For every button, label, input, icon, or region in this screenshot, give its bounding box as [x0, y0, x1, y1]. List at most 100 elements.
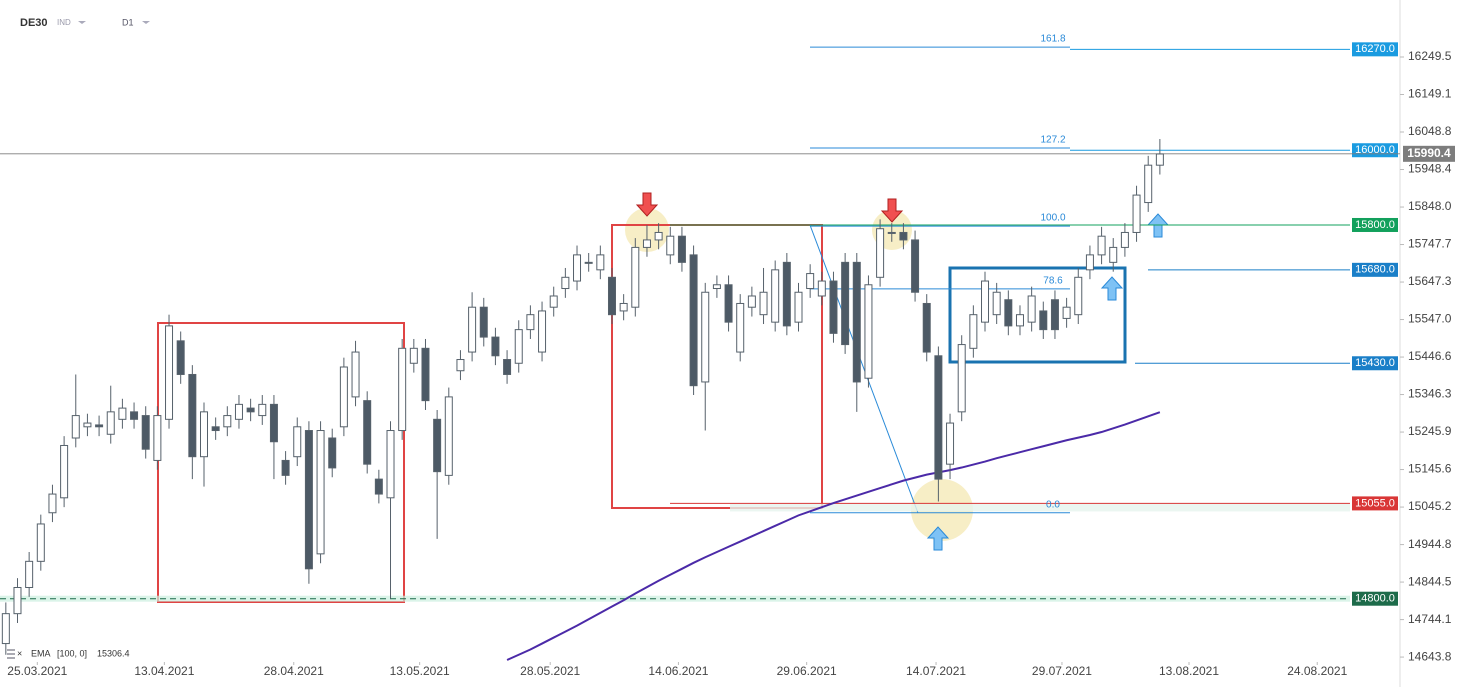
candle-body: [782, 261, 791, 327]
candle-body: [794, 291, 803, 323]
ema-line: [506, 411, 1161, 661]
level-tag: [1352, 591, 1398, 606]
candle-body: [433, 418, 442, 473]
candle-body: [1085, 254, 1094, 271]
fib-diagonal: [809, 224, 919, 514]
fib-label: 161.8: [1040, 34, 1065, 45]
candle-body: [1097, 235, 1106, 256]
candle-body: [316, 430, 325, 555]
candle-body: [1050, 299, 1059, 331]
candle-body: [71, 415, 80, 439]
y-tick-label: 14944.8: [1408, 537, 1452, 551]
candle-body: [852, 261, 861, 383]
x-tick-label: 24.08.2021: [1287, 664, 1347, 678]
arrow-up: [1146, 213, 1170, 238]
candle-body: [281, 459, 290, 476]
candle-body: [876, 228, 885, 278]
indicator-icon[interactable]: [7, 649, 15, 659]
candle-body: [1074, 276, 1083, 316]
candle-body: [887, 231, 896, 234]
candle-body: [106, 411, 115, 435]
candle-body: [969, 314, 978, 349]
candle-body: [922, 302, 931, 353]
candle-body: [468, 306, 477, 353]
y-tick-label: 15145.6: [1408, 462, 1452, 476]
candle-body: [328, 437, 337, 469]
candle-body: [351, 351, 360, 398]
candle-body: [642, 239, 651, 248]
candle-body: [95, 424, 104, 428]
candle-body: [666, 235, 675, 256]
candle-body: [1, 613, 10, 645]
level-tag: [1352, 217, 1398, 232]
y-tick-label: 15245.9: [1408, 424, 1452, 438]
close-icon[interactable]: ×: [17, 648, 22, 658]
candle-body: [607, 276, 616, 316]
candle-body: [83, 422, 92, 428]
y-tick-label: 15547.0: [1408, 312, 1452, 326]
candle-body: [339, 366, 348, 428]
candle-body: [689, 254, 698, 387]
candle-body: [654, 231, 663, 241]
dropdown[interactable]: [78, 21, 86, 24]
level-label: 15055.0: [1355, 497, 1395, 509]
x-tick-label: 29.06.2021: [777, 664, 837, 678]
candle-body: [992, 291, 1001, 316]
ema-name: EMA: [31, 648, 51, 658]
candle-body: [864, 284, 873, 379]
candle-body: [188, 373, 197, 458]
candle-body: [491, 336, 500, 357]
candle-body: [1120, 231, 1129, 248]
arrow-up: [926, 526, 950, 551]
candle-body: [374, 478, 383, 495]
candle-body: [479, 306, 488, 338]
candle-body: [153, 415, 162, 461]
candle-body: [1027, 295, 1036, 323]
y-tick-label: 16048.8: [1408, 124, 1452, 138]
candle-body: [1109, 246, 1118, 263]
dropdown[interactable]: [142, 21, 150, 24]
candle-body: [934, 355, 943, 480]
candle-body: [538, 310, 547, 353]
candle-body: [130, 411, 139, 420]
x-tick-label: 28.05.2021: [520, 664, 580, 678]
candle-body: [596, 254, 605, 271]
candle-body: [549, 295, 558, 308]
candle-body: [561, 276, 570, 290]
y-tick-label: 15948.4: [1408, 162, 1452, 176]
candle-body: [514, 329, 523, 364]
ema-value: 15306.4: [97, 648, 130, 658]
fib-label: 0.0: [1046, 499, 1060, 510]
level-tag: [1352, 262, 1398, 277]
candle-body: [258, 403, 267, 417]
y-tick-label: 15848.0: [1408, 199, 1452, 213]
y-tick-label: 14643.8: [1408, 649, 1452, 663]
candle-body: [363, 400, 372, 465]
level-label: 15430.0: [1355, 357, 1395, 369]
candle-body: [631, 246, 640, 308]
level-tag: [1352, 496, 1398, 511]
fib-label: 78.6: [1043, 276, 1063, 287]
level-label: 16270.0: [1355, 43, 1395, 55]
last-price-tag: [1403, 145, 1455, 162]
symbol: DE30: [20, 17, 48, 29]
candle-body: [771, 269, 780, 323]
candle-body: [293, 426, 302, 458]
candle-body: [1062, 306, 1071, 319]
x-tick-label: 29.07.2021: [1032, 664, 1092, 678]
level-label: 15680.0: [1355, 264, 1395, 276]
candle-body: [584, 261, 593, 264]
candle-body: [211, 426, 220, 432]
interval[interactable]: D1: [122, 17, 134, 27]
y-tick-label: 16149.1: [1408, 87, 1452, 101]
candle-body: [165, 325, 174, 420]
candle-body: [573, 254, 582, 282]
level-label: 14800.0: [1355, 593, 1395, 605]
fib-label: 100.0: [1040, 213, 1065, 224]
candle-body: [398, 347, 407, 432]
candle-body: [246, 407, 255, 413]
candle-body: [1015, 314, 1024, 327]
candle-body: [421, 347, 430, 402]
candle-body: [36, 523, 45, 562]
